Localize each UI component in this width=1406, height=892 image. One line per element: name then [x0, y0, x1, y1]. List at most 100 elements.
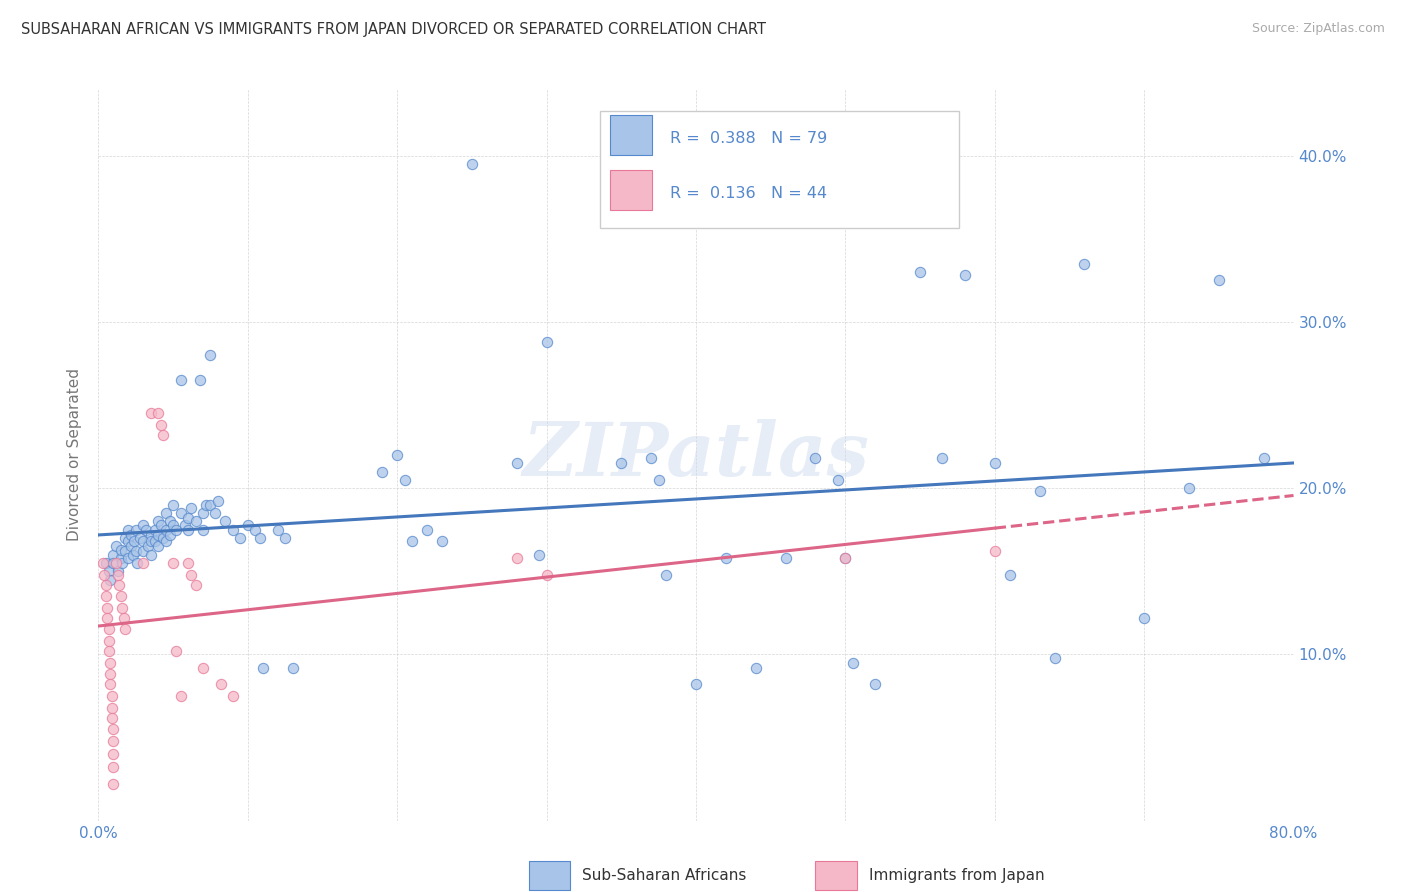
Text: Source: ZipAtlas.com: Source: ZipAtlas.com: [1251, 22, 1385, 36]
Point: [506, 456, 529, 470]
Point: [184, 515, 207, 529]
Point: [129, 531, 152, 545]
Point: [117, 523, 139, 537]
Point: [101, 710, 124, 724]
Point: [162, 556, 184, 570]
Y-axis label: Divorced or Separated: Divorced or Separated: [67, 368, 83, 541]
Point: [155, 506, 177, 520]
Point: [120, 539, 142, 553]
Point: [1253, 451, 1275, 466]
Bar: [529, 861, 571, 890]
Point: [527, 548, 550, 562]
Point: [252, 661, 274, 675]
Point: [97, 634, 120, 648]
Point: [148, 406, 170, 420]
Point: [745, 661, 768, 675]
Point: [1133, 611, 1156, 625]
Point: [132, 544, 155, 558]
Point: [191, 523, 214, 537]
Point: [267, 523, 290, 537]
Point: [401, 534, 423, 549]
Point: [152, 531, 174, 545]
Point: [105, 539, 128, 553]
Point: [135, 523, 157, 537]
Point: [1178, 481, 1201, 495]
Point: [110, 542, 132, 557]
Point: [647, 473, 669, 487]
Point: [103, 760, 125, 774]
Point: [143, 534, 166, 549]
Point: [169, 689, 191, 703]
Point: [1073, 257, 1095, 271]
Point: [506, 551, 529, 566]
Point: [93, 567, 115, 582]
Point: [111, 556, 134, 570]
Point: [148, 515, 170, 529]
Point: [1208, 273, 1230, 287]
Point: [207, 494, 229, 508]
Point: [984, 544, 1007, 558]
Point: [204, 506, 226, 520]
Point: [97, 644, 120, 658]
Point: [101, 700, 124, 714]
Text: R =  0.388   N = 79: R = 0.388 N = 79: [669, 131, 827, 146]
Point: [998, 567, 1021, 582]
Point: [865, 677, 887, 691]
Point: [385, 448, 409, 462]
Point: [111, 600, 134, 615]
Point: [91, 556, 114, 570]
Point: [984, 456, 1007, 470]
Point: [371, 465, 394, 479]
Point: [108, 577, 131, 591]
Point: [139, 527, 162, 541]
Point: [640, 451, 662, 466]
Point: [117, 534, 139, 549]
Point: [610, 456, 633, 470]
Point: [775, 551, 797, 566]
Point: [107, 564, 129, 578]
Point: [842, 656, 865, 670]
Point: [159, 527, 181, 541]
Point: [150, 417, 173, 432]
Point: [94, 577, 117, 591]
Point: [162, 517, 184, 532]
Point: [200, 348, 222, 362]
Point: [103, 734, 125, 748]
Point: [834, 551, 856, 566]
Text: Sub-Saharan Africans: Sub-Saharan Africans: [582, 868, 747, 883]
Point: [214, 515, 236, 529]
Point: [162, 498, 184, 512]
Point: [155, 534, 177, 549]
Point: [132, 534, 155, 549]
Point: [1043, 650, 1066, 665]
Point: [274, 531, 297, 545]
Point: [120, 527, 142, 541]
Point: [114, 623, 136, 637]
Point: [132, 517, 155, 532]
Point: [536, 567, 558, 582]
Point: [394, 473, 416, 487]
Bar: [610, 115, 652, 155]
Point: [827, 473, 849, 487]
Point: [150, 517, 173, 532]
Point: [97, 564, 120, 578]
Point: [222, 523, 245, 537]
Bar: [610, 169, 652, 210]
Point: [200, 498, 222, 512]
Point: [191, 506, 214, 520]
Point: [184, 577, 207, 591]
Point: [281, 661, 304, 675]
Point: [174, 517, 197, 532]
Point: [236, 517, 259, 532]
Point: [222, 689, 245, 703]
Point: [908, 265, 931, 279]
Point: [245, 523, 267, 537]
Point: [103, 747, 125, 761]
Point: [148, 527, 170, 541]
Point: [94, 556, 117, 570]
Point: [121, 548, 143, 562]
Point: [195, 498, 218, 512]
Point: [1028, 484, 1050, 499]
Point: [107, 567, 129, 582]
Point: [229, 531, 252, 545]
